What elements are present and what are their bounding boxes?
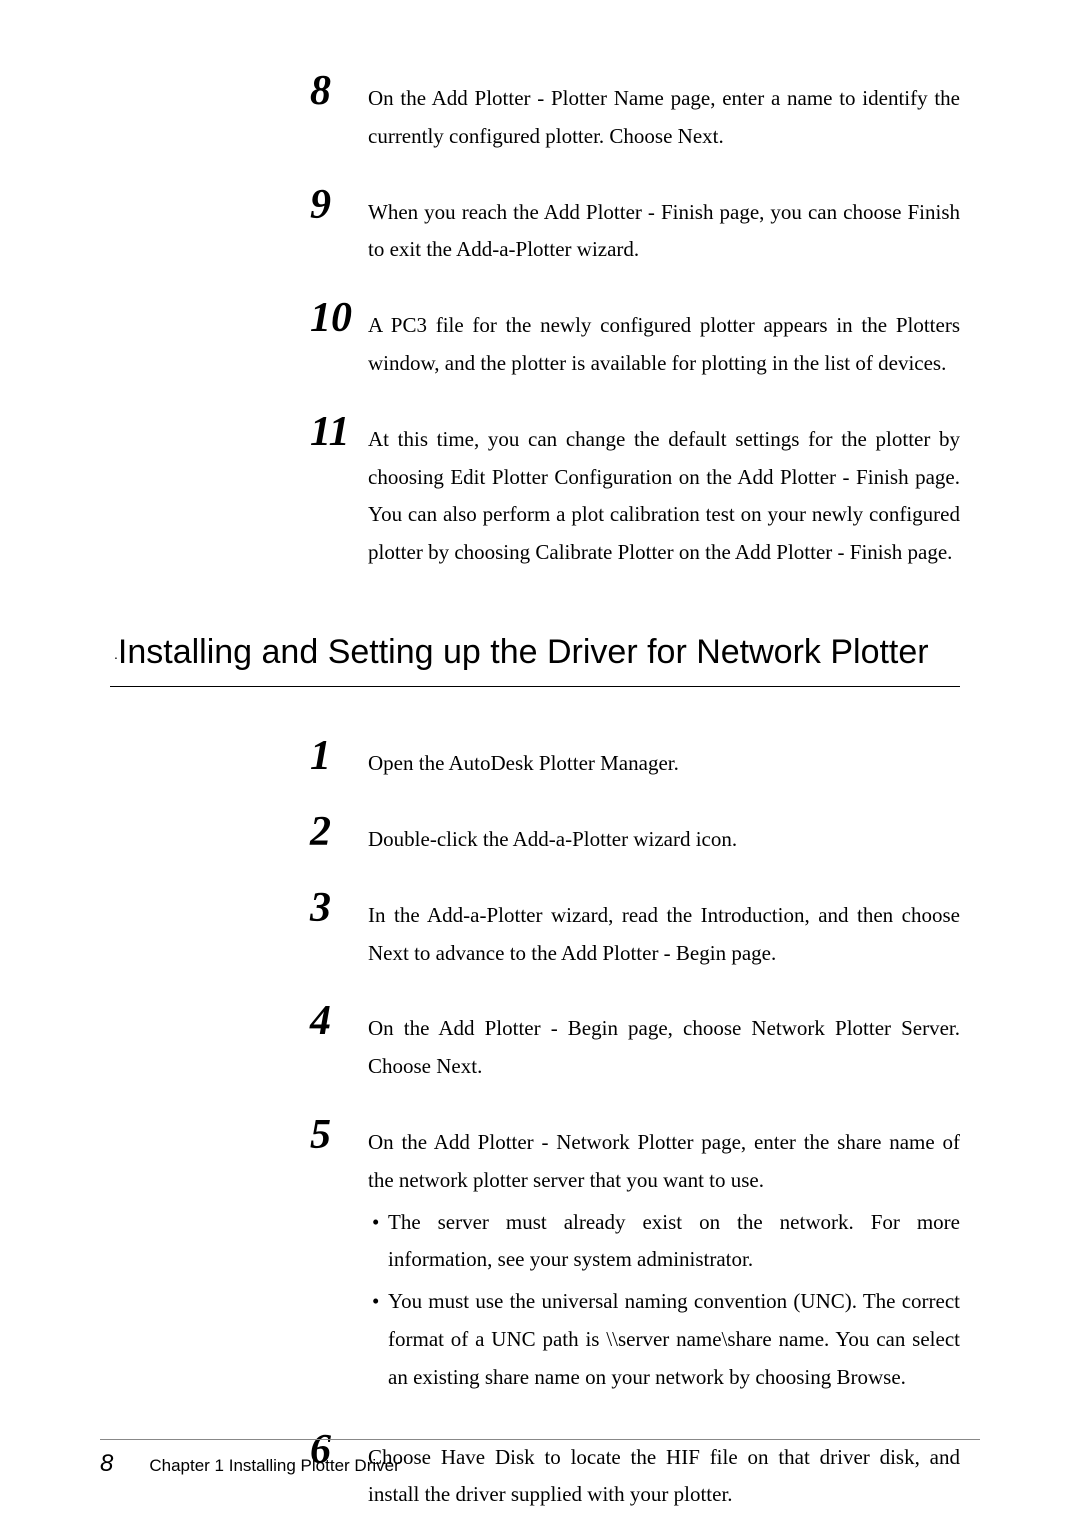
bullet-dot-icon: • (368, 1204, 388, 1280)
bullet-dot-icon: • (368, 1283, 388, 1396)
section-heading: .Installing and Setting up the Driver fo… (110, 630, 960, 687)
step-text-with-bullets: On the Add Plotter - Network Plotter pag… (368, 1114, 960, 1401)
step-text: On the Add Plotter - Plotter Name page, … (368, 70, 960, 156)
step-9: 9 When you reach the Add Plotter - Finis… (310, 184, 960, 270)
step-number: 3 (310, 887, 368, 929)
step-2: 2 Double-click the Add-a-Plotter wizard … (310, 811, 960, 859)
bullet-list: • The server must already exist on the n… (368, 1204, 960, 1397)
bullet-item: • You must use the universal naming conv… (368, 1283, 960, 1396)
step-10: 10 A PC3 file for the newly configured p… (310, 297, 960, 383)
page-footer: 8 Chapter 1 Installing Plotter Driver (100, 1439, 980, 1478)
step-text: On the Add Plotter - Network Plotter pag… (368, 1130, 960, 1192)
step-number: 5 (310, 1114, 368, 1156)
step-text: When you reach the Add Plotter - Finish … (368, 184, 960, 270)
step-text: In the Add-a-Plotter wizard, read the In… (368, 887, 960, 973)
step-number: 10 (310, 297, 368, 339)
document-page: 8 On the Add Plotter - Plotter Name page… (0, 0, 1080, 1528)
step-number: 8 (310, 70, 368, 112)
bullet-item: • The server must already exist on the n… (368, 1204, 960, 1280)
step-8: 8 On the Add Plotter - Plotter Name page… (310, 70, 960, 156)
step-text: At this time, you can change the default… (368, 411, 960, 572)
step-text: A PC3 file for the newly configured plot… (368, 297, 960, 383)
step-number: 2 (310, 811, 368, 853)
step-5: 5 On the Add Plotter - Network Plotter p… (310, 1114, 960, 1401)
section-heading-container: .Installing and Setting up the Driver fo… (310, 630, 960, 687)
content-area: 8 On the Add Plotter - Plotter Name page… (310, 70, 960, 1514)
bullet-text: The server must already exist on the net… (388, 1204, 960, 1280)
step-1: 1 Open the AutoDesk Plotter Manager. (310, 735, 960, 783)
step-text: On the Add Plotter - Begin page, choose … (368, 1000, 960, 1086)
footer-chapter-text: Chapter 1 Installing Plotter Driver (149, 1456, 399, 1476)
bullet-text: You must use the universal naming conven… (388, 1283, 960, 1396)
step-3: 3 In the Add-a-Plotter wizard, read the … (310, 887, 960, 973)
step-11: 11 At this time, you can change the defa… (310, 411, 960, 572)
heading-text: Installing and Setting up the Driver for… (118, 633, 929, 671)
step-text: Open the AutoDesk Plotter Manager. (368, 735, 960, 783)
step-number: 4 (310, 1000, 368, 1042)
step-number: 9 (310, 184, 368, 226)
step-number: 11 (310, 411, 368, 453)
step-text: Double-click the Add-a-Plotter wizard ic… (368, 811, 960, 859)
step-4: 4 On the Add Plotter - Begin page, choos… (310, 1000, 960, 1086)
footer-page-number: 8 (100, 1450, 113, 1478)
step-number: 1 (310, 735, 368, 777)
